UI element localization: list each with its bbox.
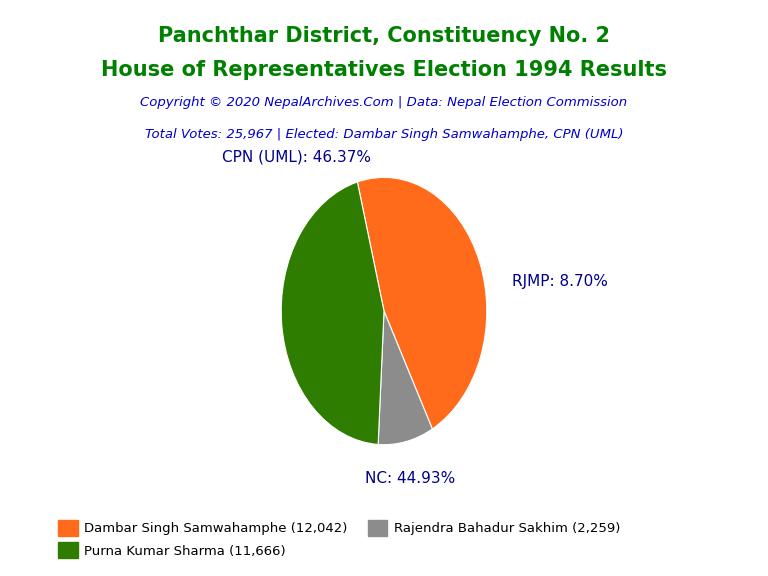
Wedge shape bbox=[357, 177, 487, 429]
Text: Total Votes: 25,967 | Elected: Dambar Singh Samwahamphe, CPN (UML): Total Votes: 25,967 | Elected: Dambar Si… bbox=[144, 128, 624, 141]
Text: CPN (UML): 46.37%: CPN (UML): 46.37% bbox=[222, 150, 371, 165]
Wedge shape bbox=[281, 182, 384, 445]
Text: NC: 44.93%: NC: 44.93% bbox=[365, 471, 455, 486]
Text: RJMP: 8.70%: RJMP: 8.70% bbox=[512, 274, 608, 289]
Wedge shape bbox=[378, 311, 432, 445]
Legend: Dambar Singh Samwahamphe (12,042), Purna Kumar Sharma (11,666), Rajendra Bahadur: Dambar Singh Samwahamphe (12,042), Purna… bbox=[53, 514, 626, 564]
Text: Panchthar District, Constituency No. 2: Panchthar District, Constituency No. 2 bbox=[158, 26, 610, 46]
Text: House of Representatives Election 1994 Results: House of Representatives Election 1994 R… bbox=[101, 60, 667, 81]
Text: Copyright © 2020 NepalArchives.Com | Data: Nepal Election Commission: Copyright © 2020 NepalArchives.Com | Dat… bbox=[141, 96, 627, 109]
